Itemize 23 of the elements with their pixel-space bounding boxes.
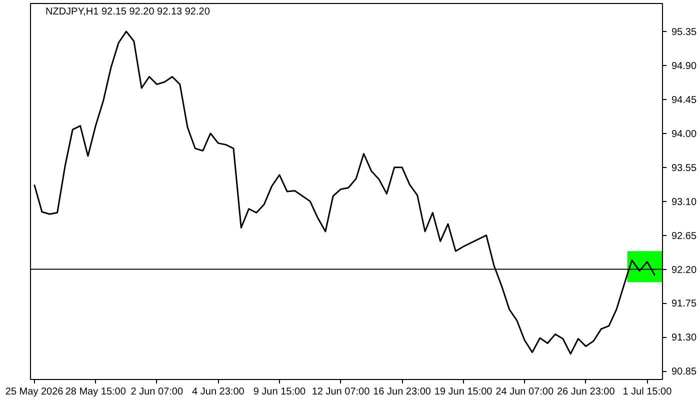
y-tick-label: 91.75 <box>672 298 697 310</box>
x-tick-label: 2 Jun 07:00 <box>130 386 184 398</box>
x-tick-label: 4 Jun 23:00 <box>192 386 245 398</box>
x-tick-label: 9 Jun 15:00 <box>253 386 306 398</box>
x-tick-label: 1 Jul 15:00 <box>622 386 672 398</box>
y-tick-label: 94.00 <box>672 128 697 140</box>
y-tick-label: 94.90 <box>672 60 697 72</box>
y-tick-label: 91.30 <box>672 332 697 344</box>
x-tick-label: 25 May 2026 <box>5 386 64 398</box>
x-tick-label: 24 Jun 07:00 <box>496 386 554 398</box>
y-tick-label: 93.55 <box>672 162 697 174</box>
y-tick-label: 90.85 <box>672 366 697 378</box>
chart-title: NZDJPY,H1 92.15 92.20 92.13 92.20 <box>46 6 210 18</box>
x-tick-label: 26 Jun 23:00 <box>556 386 616 398</box>
x-tick-label: 28 May 15:00 <box>65 386 126 398</box>
y-tick-label: 93.10 <box>672 196 697 208</box>
x-tick-label: 12 Jun 07:00 <box>312 386 370 398</box>
y-tick-label: 92.65 <box>672 230 697 242</box>
x-tick-label: 16 Jun 23:00 <box>373 386 432 398</box>
y-tick-label: 94.45 <box>672 94 697 106</box>
x-tick-label: 19 Jun 15:00 <box>434 386 493 398</box>
y-tick-label: 95.35 <box>672 26 697 38</box>
ref-line-label: 92.20 <box>672 264 697 276</box>
